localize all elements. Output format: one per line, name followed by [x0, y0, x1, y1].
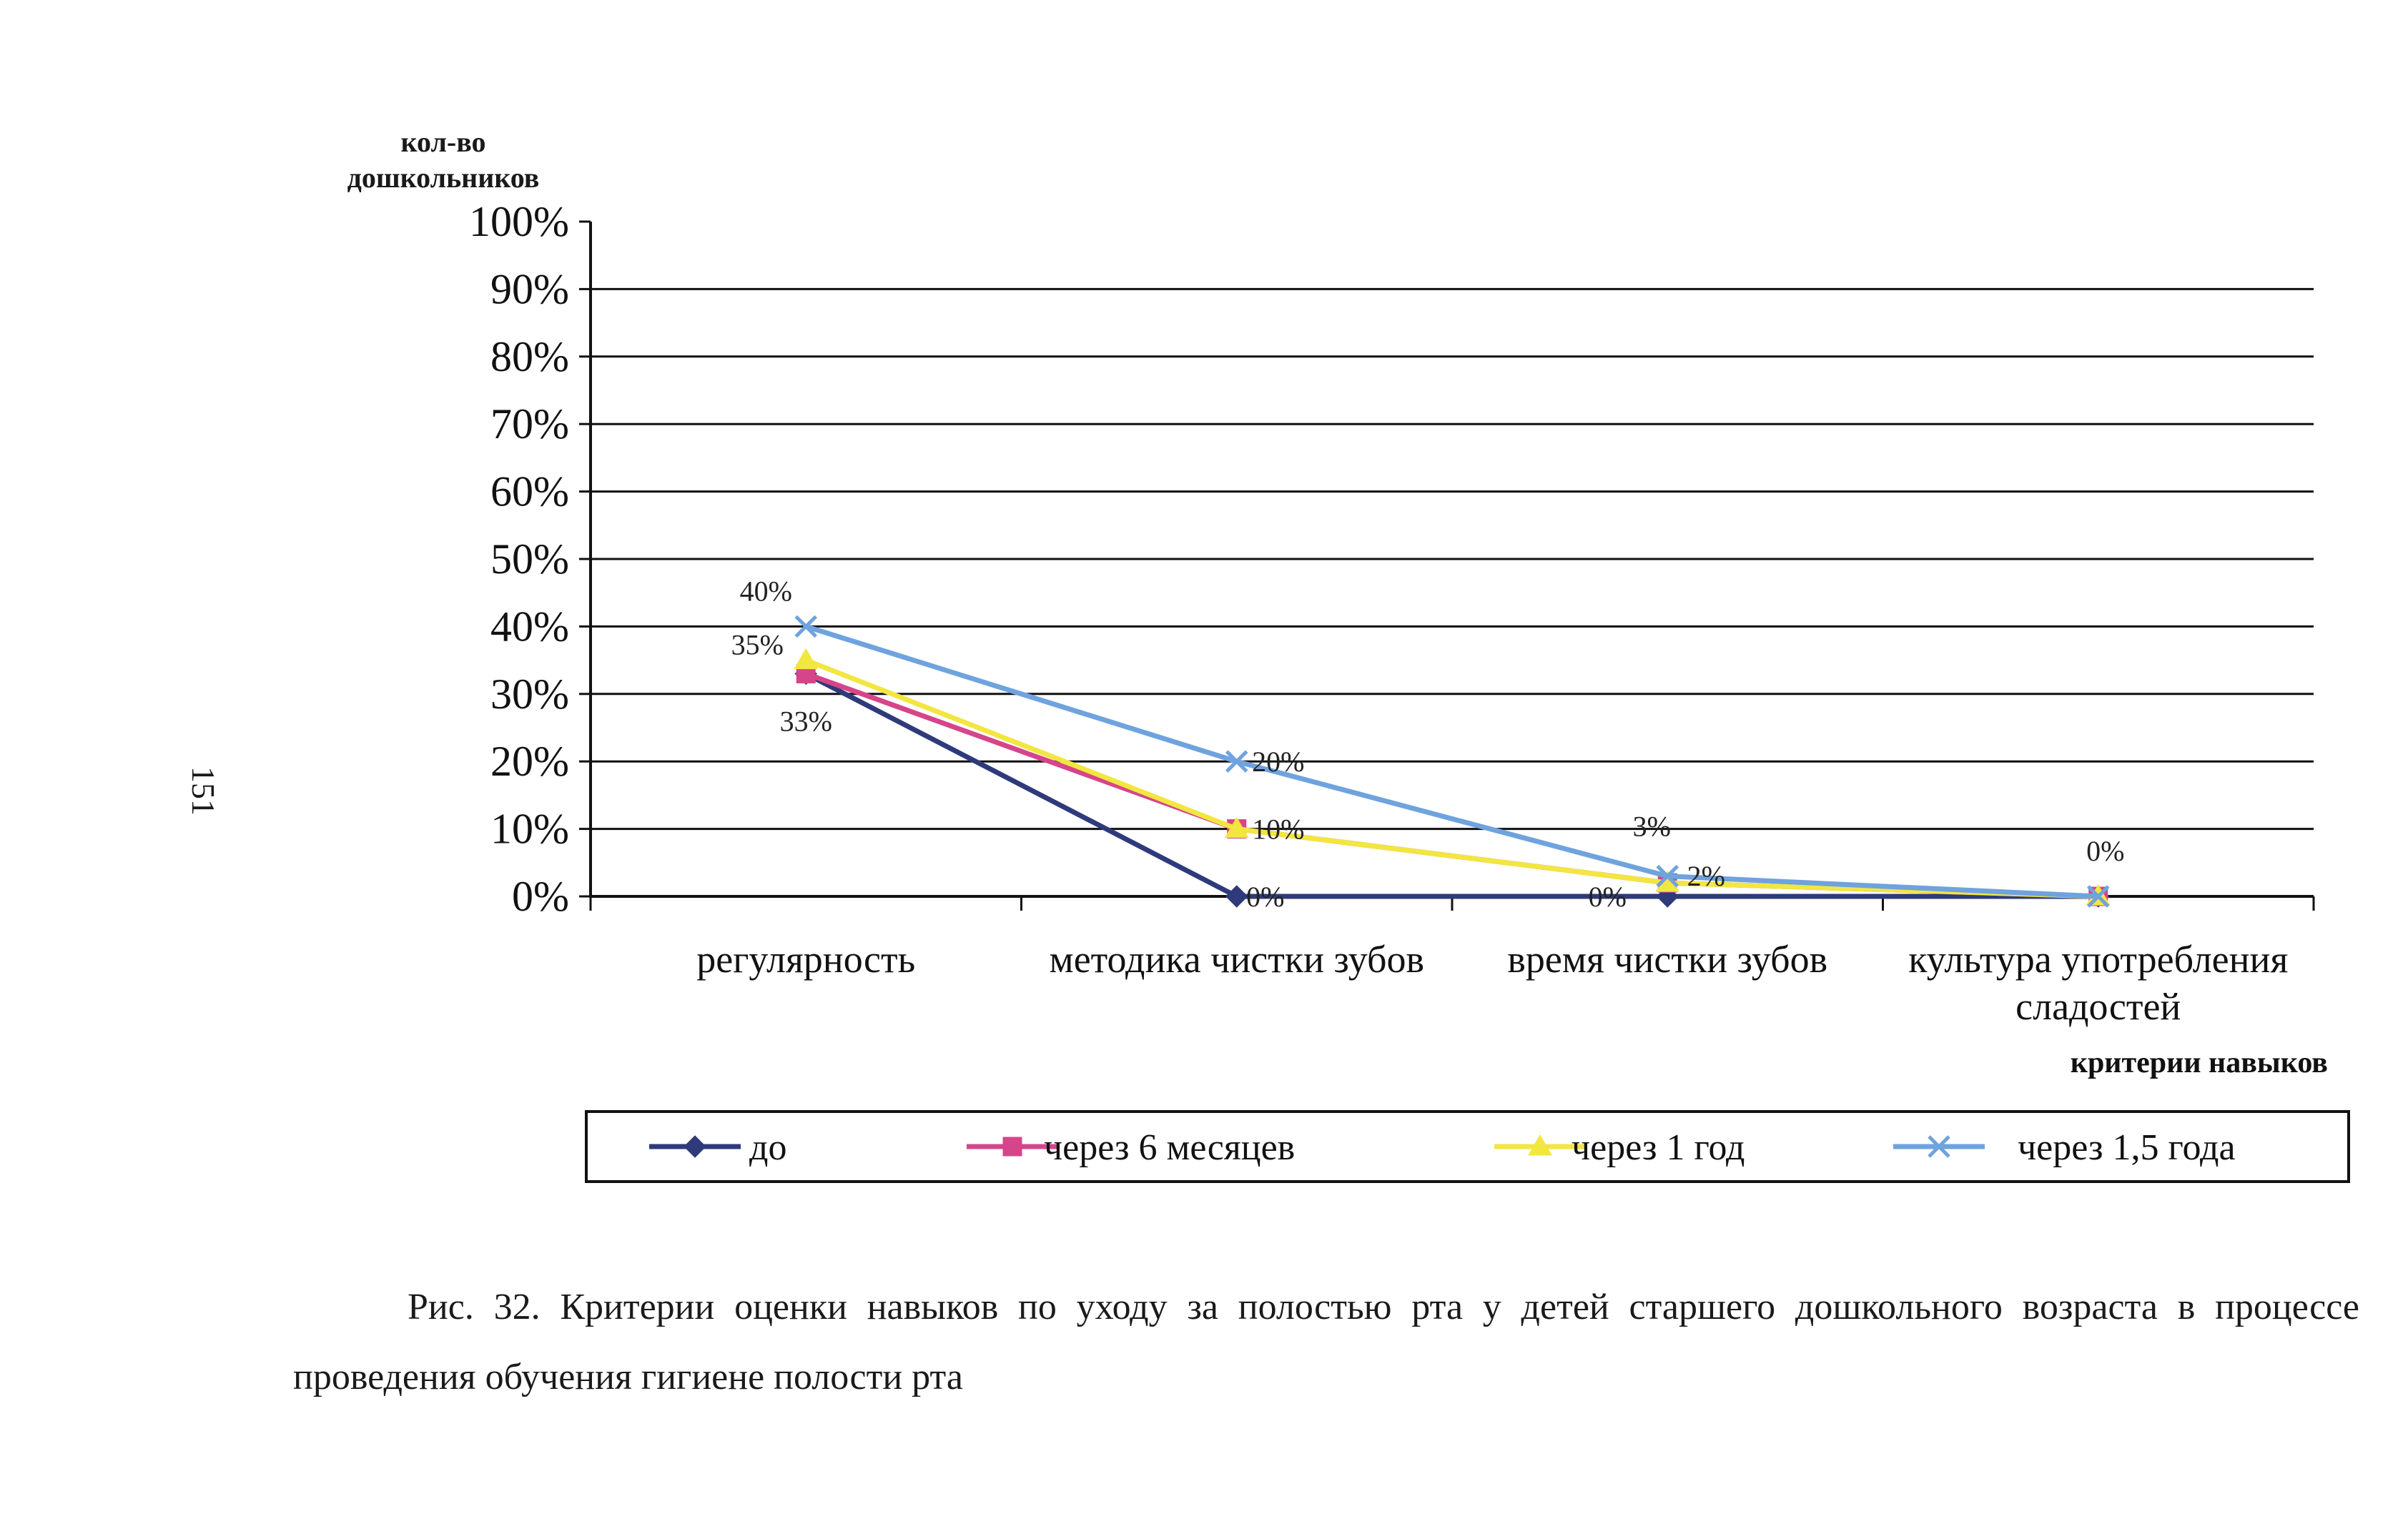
data-label: 40%: [740, 575, 792, 607]
series-lines: [794, 615, 2111, 908]
legend-label: через 1 год: [1571, 1127, 1745, 1168]
data-label: 35%: [731, 629, 784, 661]
data-point: [1225, 750, 1248, 773]
series-line: [805, 624, 2098, 899]
legend-marker: [1528, 1134, 1552, 1156]
legend-entry: до: [649, 1127, 786, 1168]
data-point: [794, 648, 819, 670]
legend-entry: через 1 год: [1494, 1127, 1745, 1168]
legend-label: до: [749, 1127, 786, 1168]
y-axis-title: кол-во дошкольников: [347, 126, 540, 194]
data-label: 0%: [1589, 881, 1627, 913]
data-label: 3%: [1633, 811, 1671, 843]
legend-box: [585, 1110, 2350, 1183]
y-tick-label: 20%: [490, 738, 569, 785]
y-tick-label: 80%: [490, 333, 569, 380]
y-tick-label: 90%: [490, 265, 569, 312]
series-line: [805, 671, 2098, 899]
gridlines: [591, 287, 2314, 831]
data-point: [794, 615, 818, 638]
data-label: 0%: [1246, 881, 1284, 913]
figure-caption: Рис. 32. Критерии оценки навыков по уход…: [293, 1287, 2359, 1397]
category-label: методика чистки зубов: [1050, 938, 1424, 981]
y-tick-label: 100%: [469, 198, 569, 245]
category-label: культура употребления сладостей: [1908, 938, 2288, 1028]
category-label: время чистки зубов: [1507, 938, 1827, 981]
legend-label: через 1,5 года: [2018, 1127, 2236, 1168]
legend-marker: [1928, 1135, 1950, 1158]
y-tick-label: 70%: [490, 400, 569, 447]
legend: до через 6 месяцев через 1 год через 1,5 го…: [585, 1110, 2350, 1183]
y-tick-label: 30%: [490, 670, 569, 718]
legend-entry: через 6 месяцев: [967, 1127, 1295, 1168]
category-label: регулярность: [696, 938, 915, 981]
axes: [579, 220, 2315, 911]
legend-marker: [684, 1135, 706, 1158]
data-label: 2%: [1687, 860, 1725, 892]
x-axis-title: критерии навыков: [2071, 1046, 2328, 1079]
legend-entry: через 1,5 года: [1893, 1127, 2236, 1168]
series-line: [804, 671, 2098, 899]
y-axis-title-line2: дошкольников: [347, 162, 540, 194]
data-label: 33%: [780, 705, 832, 737]
line-chart: кол-во дошкольников 0% 10% 20% 30% 40% 50% 60%…: [347, 126, 2350, 1183]
y-axis-title-line1: кол-во: [400, 126, 485, 158]
y-tick-label: 40%: [490, 603, 569, 650]
y-tick-label: 0%: [512, 873, 569, 920]
legend-marker: [1002, 1137, 1022, 1157]
legend-label: через 6 месяцев: [1044, 1127, 1295, 1168]
data-point: [2086, 885, 2110, 908]
data-label: 20%: [1252, 746, 1304, 778]
data-labels: 33% 0% 0% 35% 10% 2% 40% 20% 3% 0%: [731, 575, 2125, 913]
y-tick-label: 60%: [490, 468, 569, 515]
data-point: [1656, 864, 1679, 888]
series-line: [804, 658, 2098, 899]
y-tick-labels: 0% 10% 20% 30% 40% 50% 60% 70% 80% 90% 100%: [469, 198, 569, 920]
data-point: [1224, 816, 1249, 838]
y-tick-label: 10%: [490, 806, 569, 853]
data-point: [1225, 885, 1248, 908]
data-label: 10%: [1252, 813, 1304, 846]
x-category-labels: регулярность методика чистки зубов время ч…: [696, 938, 2288, 1028]
y-tick-label: 50%: [490, 535, 569, 583]
data-label: 0%: [2086, 835, 2124, 867]
